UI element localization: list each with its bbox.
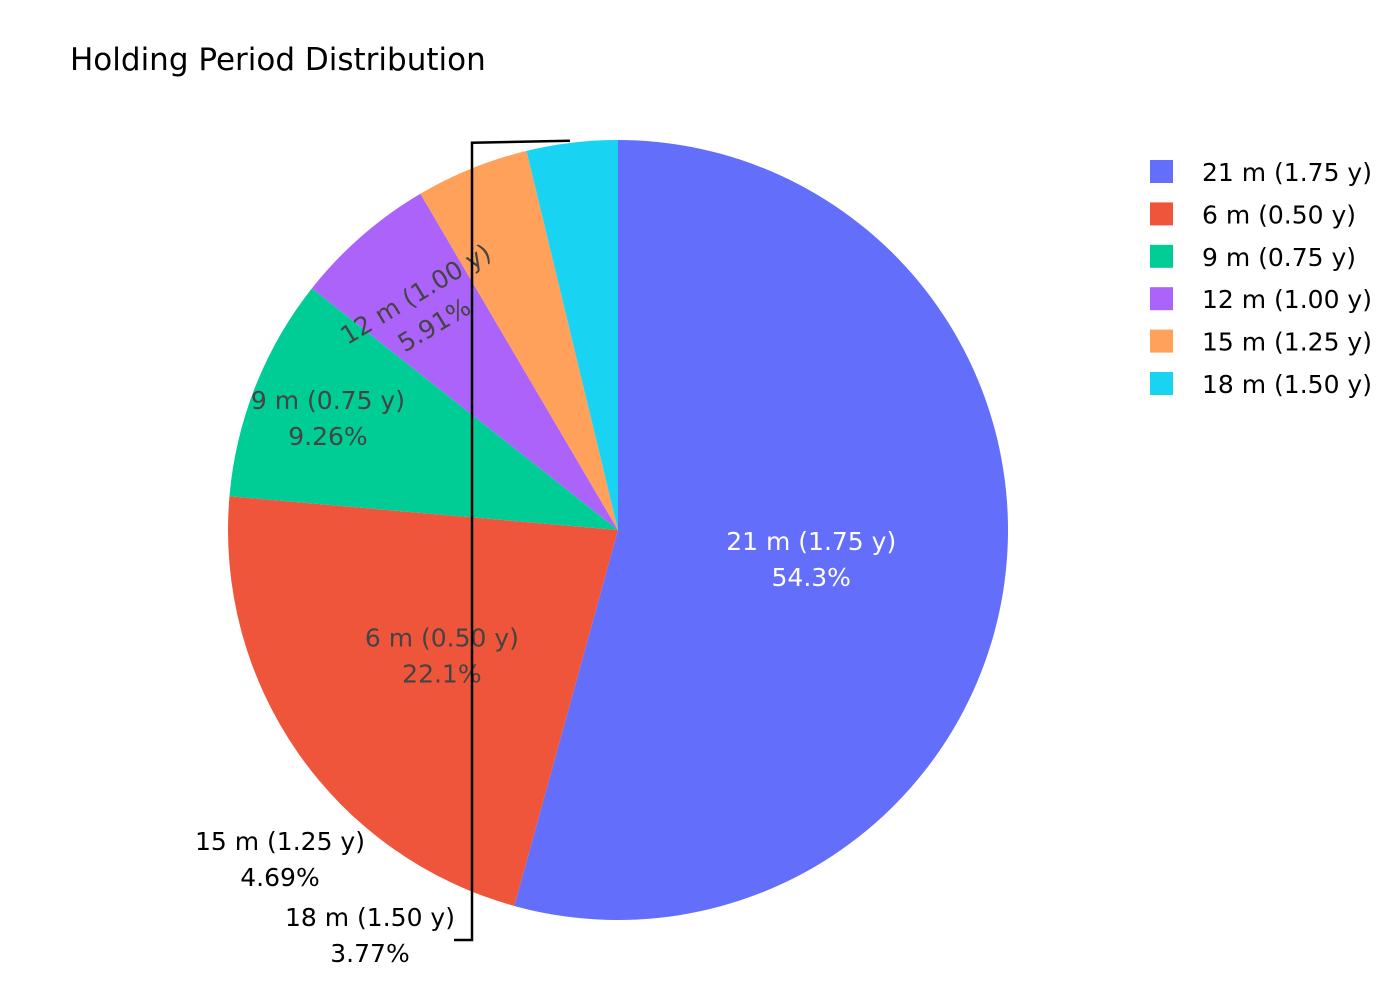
pie-slice-15-m-1-25-y xyxy=(420,150,618,530)
legend-label: 21 m (1.75 y) xyxy=(1202,158,1372,187)
legend-item-6-m-0-50-y[interactable]: 6 m (0.50 y) xyxy=(1150,200,1356,229)
pie-slice-9-m-0-75-y xyxy=(229,288,618,530)
pie-slice-15-m-1-25-y-name: 15 m (1.25 y) xyxy=(195,827,365,856)
legend-swatch xyxy=(1150,202,1173,226)
legend-label: 6 m (0.50 y) xyxy=(1202,200,1356,229)
legend-item-9-m-0-75-y[interactable]: 9 m (0.75 y) xyxy=(1150,243,1356,272)
legend-label: 15 m (1.25 y) xyxy=(1202,328,1372,357)
pie-slice-15-m-1-25-y-percent: 4.69% xyxy=(240,863,319,892)
pie-slices xyxy=(227,140,1009,921)
pie-slice-9-m-0-75-y-percent: 9.26% xyxy=(288,422,367,451)
pie-slice-6-m-0-50-y-label: 6 m (0.50 y) 22.1% xyxy=(365,623,519,688)
pie-slice-12-m-1-00-y xyxy=(311,193,618,531)
legend-label: 12 m (1.00 y) xyxy=(1202,285,1372,314)
legend-swatch xyxy=(1150,160,1173,183)
pie-slice-9-m-0-75-y-name: 9 m (0.75 y) xyxy=(251,386,405,415)
pie-slice-6-m-0-50-y-percent: 22.1% xyxy=(402,659,481,688)
legend-item-15-m-1-25-y[interactable]: 15 m (1.25 y) xyxy=(1150,328,1372,357)
pie-slice-6-m-0-50-y-name: 6 m (0.50 y) xyxy=(365,623,519,652)
legend-label: 9 m (0.75 y) xyxy=(1202,243,1356,272)
pie-slice-18-m-1-50-y-label: 18 m (1.50 y) 3.77% xyxy=(285,903,455,968)
legend-label: 18 m (1.50 y) xyxy=(1202,370,1372,399)
pie-slice-18-m-1-50-y-name: 18 m (1.50 y) xyxy=(285,903,455,932)
legend-swatch xyxy=(1150,287,1173,311)
legend-item-21-m-1-75-y[interactable]: 21 m (1.75 y) xyxy=(1150,158,1372,187)
pie-slice-9-m-0-75-y-label: 9 m (0.75 y) 9.26% xyxy=(251,386,405,451)
pie-slice-21-m-1-75-y-name: 21 m (1.75 y) xyxy=(726,527,896,556)
legend-swatch xyxy=(1150,329,1173,353)
chart-title: Holding Period Distribution xyxy=(70,42,486,78)
legend-item-12-m-1-00-y[interactable]: 12 m (1.00 y) xyxy=(1150,285,1372,314)
pie-slice-21-m-1-75-y xyxy=(514,140,1009,921)
pie-slice-18-m-1-50-y xyxy=(526,140,618,530)
pie-slice-21-m-1-75-y-label: 21 m (1.75 y) 54.3% xyxy=(726,527,896,592)
legend-swatch xyxy=(1150,244,1173,268)
pie-slice-21-m-1-75-y-percent: 54.3% xyxy=(772,563,851,592)
chart-legend: 21 m (1.75 y) 6 m (0.50 y) 9 m (0.75 y) 12 … xyxy=(1150,158,1372,399)
legend-swatch xyxy=(1150,372,1173,395)
pie-slice-18-m-1-50-y-percent: 3.77% xyxy=(330,939,409,968)
pie-slice-18-m-1-50-y-leader-line xyxy=(454,139,570,942)
pie-slice-6-m-0-50-y xyxy=(227,496,619,906)
pie-slice-15-m-1-25-y-label: 15 m (1.25 y) 4.69% xyxy=(195,827,365,892)
legend-item-18-m-1-50-y[interactable]: 18 m (1.50 y) xyxy=(1150,370,1372,399)
